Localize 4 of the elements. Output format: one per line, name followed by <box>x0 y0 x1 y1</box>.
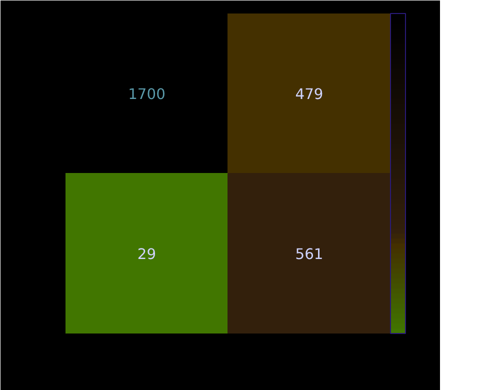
data-label: 561 <box>295 246 324 263</box>
data-label: 479 <box>295 86 324 103</box>
data-label: 1700 <box>128 86 166 103</box>
data-label: 29 <box>137 246 156 263</box>
